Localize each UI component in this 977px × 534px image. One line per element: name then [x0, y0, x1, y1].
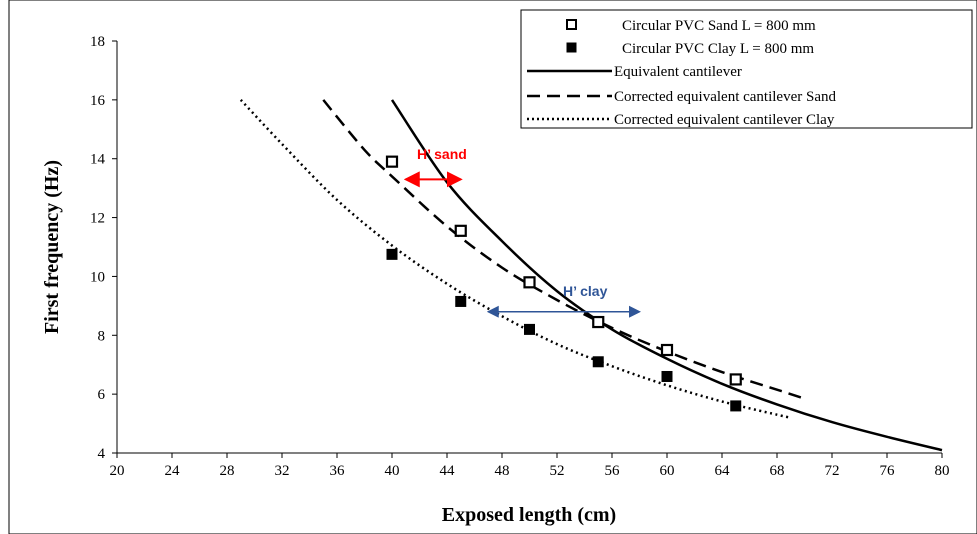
- sand-data-point: [660, 343, 674, 357]
- series-markers: [385, 155, 742, 412]
- clay-data-point: [524, 323, 535, 335]
- x-tick-label: 20: [110, 463, 125, 479]
- legend-label-corrected-clay: Corrected equivalent cantilever Clay: [614, 112, 835, 128]
- x-tick-label: 80: [935, 463, 950, 479]
- legend-filled-square-icon: [566, 42, 577, 53]
- x-tick-label: 52: [550, 463, 565, 479]
- y-tick-label: 12: [90, 211, 105, 227]
- sand-data-point: [454, 224, 467, 237]
- legend-label-sand-markers: Circular PVC Sand L = 800 mm: [622, 18, 816, 34]
- legend: Circular PVC Sand L = 800 mm Circular PV…: [520, 9, 973, 129]
- x-tick-label: 44: [440, 463, 456, 479]
- clay-data-point: [455, 295, 467, 307]
- clay-data-point: [730, 400, 742, 412]
- x-tick-label: 48: [495, 463, 510, 479]
- y-tick-label: 6: [98, 387, 106, 403]
- y-tick-label: 18: [90, 34, 105, 50]
- annotation-h-clay-label: H’ clay: [563, 283, 608, 299]
- legend-label-corrected-sand: Corrected equivalent cantilever Sand: [614, 89, 836, 105]
- chart-border: [8, 0, 977, 534]
- series-line-4: [239, 99, 792, 419]
- x-tick-label: 60: [660, 463, 675, 479]
- x-tick-label: 36: [330, 463, 346, 479]
- axes: [116, 41, 942, 454]
- annotation-h-clay: H’ clay: [486, 283, 641, 318]
- y-tick-label: 10: [90, 269, 105, 285]
- sand-data-point: [592, 315, 605, 329]
- y-axis-title: First frequency (Hz): [41, 160, 63, 334]
- x-tick-label: 56: [605, 463, 621, 479]
- annotation-h-sand-label: H’ sand: [417, 146, 467, 162]
- clay-data-point: [592, 356, 604, 368]
- y-ticks: 4 6 8 10 12 14 16 18: [90, 34, 117, 462]
- clay-data-point: [386, 248, 398, 260]
- legend-label-clay-markers: Circular PVC Clay L = 800 mm: [622, 41, 814, 57]
- sand-data-point: [729, 373, 742, 386]
- legend-item-corrected-clay: Corrected equivalent cantilever Clay: [527, 112, 835, 128]
- legend-open-square-icon: [566, 19, 577, 30]
- legend-box: [520, 9, 973, 129]
- x-axis-title: Exposed length (cm): [442, 504, 616, 526]
- clay-data-point: [661, 370, 673, 382]
- legend-item-clay-markers: Circular PVC Clay L = 800 mm: [566, 41, 814, 57]
- y-tick-label: 16: [90, 93, 106, 109]
- series-line-2: [390, 99, 943, 452]
- x-ticks: 20 24 28 32 36 40 44 48 52 56 60 64 68 72 76 80: [110, 453, 950, 479]
- y-tick-label: 4: [98, 446, 106, 462]
- x-tick-label: 32: [275, 463, 290, 479]
- sand-data-point: [523, 276, 536, 289]
- x-tick-label: 40: [385, 463, 400, 479]
- x-tick-label: 72: [825, 463, 840, 479]
- x-tick-label: 68: [770, 463, 785, 479]
- x-tick-label: 76: [880, 463, 896, 479]
- annotation-h-sand: H’ sand: [403, 146, 467, 188]
- y-tick-label: 8: [98, 328, 106, 344]
- x-tick-label: 24: [165, 463, 181, 479]
- y-tick-label: 14: [90, 152, 106, 168]
- series-lines: [239, 99, 943, 452]
- x-tick-label: 64: [715, 463, 731, 479]
- legend-item-equivalent-cantilever: Equivalent cantilever: [527, 64, 742, 80]
- legend-label-equivalent-cantilever: Equivalent cantilever: [614, 64, 742, 80]
- legend-item-sand-markers: Circular PVC Sand L = 800 mm: [566, 18, 816, 34]
- x-tick-label: 28: [220, 463, 235, 479]
- sand-data-point: [385, 155, 399, 168]
- legend-item-corrected-sand: Corrected equivalent cantilever Sand: [527, 89, 836, 105]
